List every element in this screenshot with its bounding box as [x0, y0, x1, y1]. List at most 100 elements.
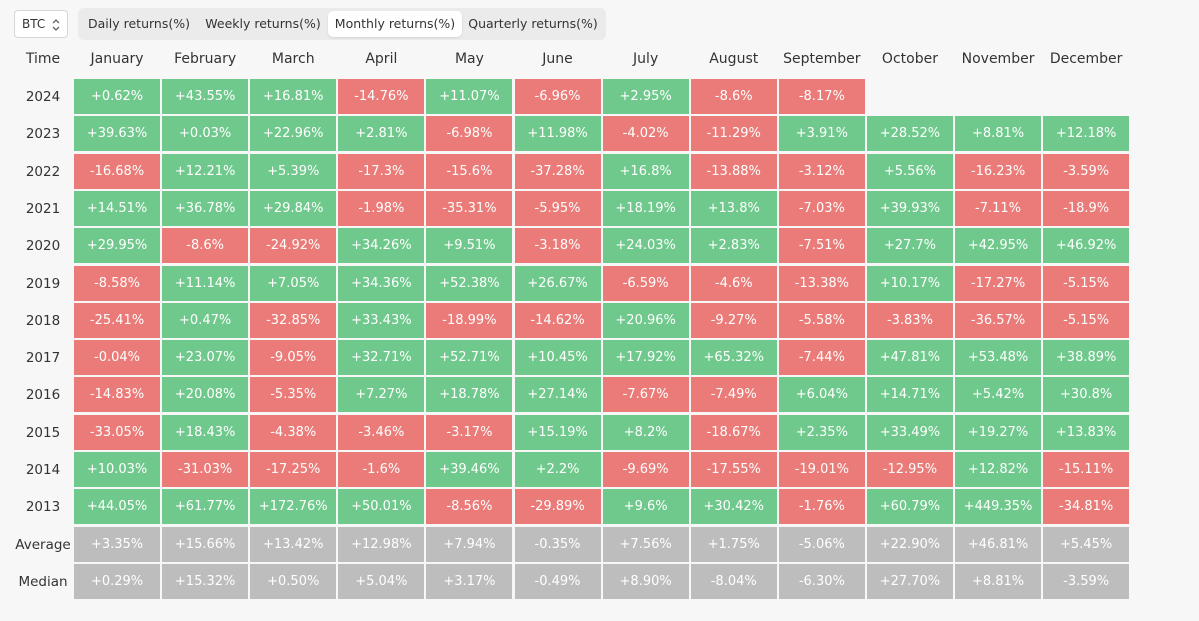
return-cell: +29.95% [74, 228, 161, 264]
return-cell: -6.59% [602, 265, 689, 301]
return-cell: -5.15% [1043, 265, 1130, 301]
return-cell: -3.83% [866, 302, 953, 338]
tab-bar: Daily returns(%) Weekly returns(%) Monthly… [78, 8, 606, 40]
return-cell: -3.18% [514, 228, 601, 264]
tab[interactable]: Monthly returns(%) [328, 11, 462, 37]
row-label: 2013 [25, 499, 61, 516]
return-cell: -12.95% [866, 452, 953, 487]
column-header: May [454, 51, 484, 67]
return-cell: +61.77% [162, 489, 249, 525]
return-cell: +5.39% [250, 153, 337, 189]
column-header: October [881, 51, 938, 67]
return-cell: -15.11% [1043, 452, 1130, 487]
row-label: 2015 [25, 424, 61, 441]
return-cell: -36.57% [955, 302, 1042, 338]
row-label: 2019 [25, 275, 61, 292]
return-cell: -31.03% [162, 452, 249, 487]
return-cell: +0.29% [74, 563, 161, 599]
return-cell: +22.90% [866, 526, 953, 562]
return-cell: -1.6% [338, 452, 425, 487]
return-cell: +36.78% [162, 190, 249, 226]
return-cell: +12.98% [338, 526, 425, 562]
return-cell: +27.7% [866, 228, 953, 264]
return-cell: +15.66% [162, 526, 249, 562]
return-cell: +32.71% [338, 340, 425, 376]
tab[interactable]: Weekly returns(%) [205, 16, 321, 31]
return-cell: +11.98% [514, 116, 601, 152]
row-label: 2018 [25, 312, 61, 329]
return-cell: +7.05% [250, 265, 337, 301]
row-label: 2023 [25, 126, 61, 143]
tab[interactable]: Quarterly returns(%) [468, 16, 598, 31]
return-cell: -14.76% [338, 79, 425, 114]
return-cell: -5.35% [250, 377, 337, 413]
return-cell: +52.38% [426, 265, 513, 301]
return-cell: +34.36% [338, 265, 425, 301]
return-cell: -8.04% [690, 563, 777, 599]
column-header: November [961, 51, 1035, 67]
return-cell: -7.44% [778, 340, 865, 376]
return-cell: -18.9% [1043, 190, 1130, 226]
return-cell: +18.43% [162, 414, 249, 450]
row-label: Median [18, 573, 68, 590]
return-cell: +29.84% [250, 190, 337, 226]
return-cell: -14.62% [514, 302, 601, 338]
return-cell: +24.03% [602, 228, 689, 264]
return-cell: -11.29% [690, 116, 777, 152]
return-cell: -17.3% [338, 153, 425, 189]
return-cell: +12.21% [162, 153, 249, 189]
return-cell: -13.88% [690, 153, 777, 189]
row-label: 2014 [25, 462, 61, 478]
chevron-icon [52, 19, 60, 31]
return-cell: -7.67% [602, 377, 689, 413]
return-cell: -3.17% [426, 414, 513, 450]
selector-label: BTC [22, 17, 46, 31]
return-cell: +5.45% [1043, 526, 1130, 562]
asset-selector[interactable]: BTC [14, 10, 68, 38]
return-cell: +16.8% [602, 153, 689, 189]
return-cell: +16.81% [250, 79, 337, 114]
return-cell: +172.76% [250, 489, 337, 525]
return-cell: -16.68% [74, 153, 161, 189]
return-cell: +46.81% [955, 526, 1042, 562]
return-cell: +39.46% [426, 452, 513, 487]
return-cell: -6.30% [778, 563, 865, 599]
return-cell: +13.42% [250, 526, 337, 562]
return-cell: +12.82% [955, 452, 1042, 487]
column-header: January [90, 51, 144, 67]
row-label: Average [15, 536, 71, 553]
return-cell: +20.96% [602, 302, 689, 338]
column-header: July [633, 51, 659, 67]
return-cell: +8.2% [602, 414, 689, 450]
return-cell: +17.92% [602, 340, 689, 376]
return-cell: +47.81% [866, 340, 953, 376]
column-header: April [365, 51, 398, 67]
return-cell: -29.89% [514, 489, 601, 525]
tab[interactable]: Daily returns(%) [88, 16, 190, 31]
return-cell: -17.27% [955, 265, 1042, 301]
return-cell: -4.02% [602, 116, 689, 152]
return-cell: +2.95% [602, 79, 689, 114]
return-cell: -15.6% [426, 153, 513, 189]
return-cell: -5.95% [514, 190, 601, 226]
return-cell: +33.43% [338, 302, 425, 338]
return-cell: +0.03% [162, 116, 249, 152]
return-cell: -8.56% [426, 489, 513, 525]
return-cell: -0.35% [514, 526, 601, 562]
return-cell: +3.91% [778, 116, 865, 152]
return-cell: -33.05% [74, 414, 161, 450]
return-cell: +3.17% [426, 563, 513, 599]
return-cell: -18.99% [426, 302, 513, 338]
return-cell: +27.14% [514, 377, 601, 413]
return-cell: +7.56% [602, 526, 689, 562]
return-cell: +15.32% [162, 563, 249, 599]
return-cell: -5.58% [778, 302, 865, 338]
return-cell: +28.52% [866, 116, 953, 152]
return-cell: -7.11% [955, 190, 1042, 226]
return-cell: -8.17% [778, 79, 865, 114]
return-cell: -5.15% [1043, 302, 1130, 338]
column-header: December [1049, 51, 1123, 67]
column-header: February [174, 51, 237, 67]
return-cell: +18.19% [602, 190, 689, 226]
return-cell: -4.6% [690, 265, 777, 301]
